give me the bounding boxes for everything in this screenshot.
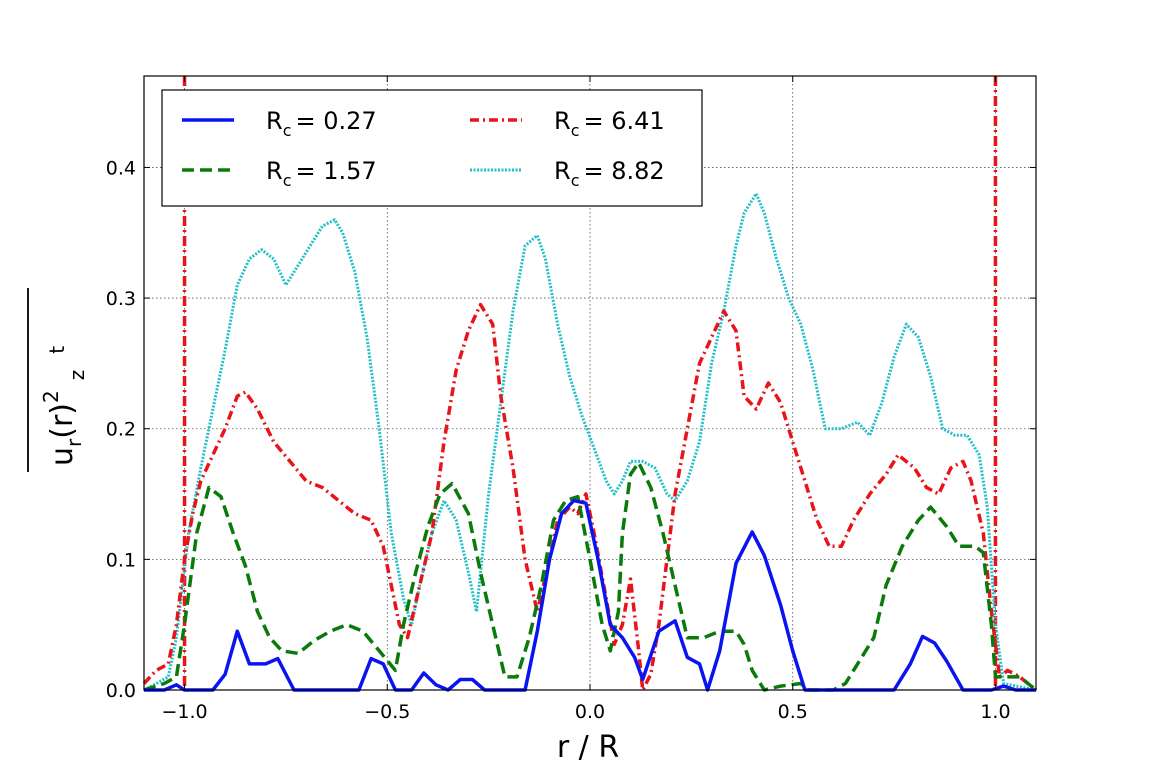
legend-label-base: R [266,157,283,185]
y-label-base: u [45,447,80,466]
x-tick-label: 0.5 [778,701,808,723]
legend-label-base: R [554,157,571,185]
legend-label-sub: c [283,171,292,190]
y-tick-label: 0.3 [106,288,136,310]
legend-label-base: R [554,107,571,135]
x-tick-label: −0.5 [364,701,410,723]
y-label-sub: r [62,438,86,447]
y-label-t: t [45,346,69,354]
legend-label-base: R [266,107,283,135]
legend-label-value: = 1.57 [295,157,376,185]
y-label-mid: (r) [45,403,80,439]
y-tick-label: 0.4 [106,157,136,179]
legend-box [161,89,703,207]
series-line-3 [143,192,1037,692]
y-label-sup: 2 [39,390,63,403]
legend-label-1: Rc = 1.57 [266,157,377,190]
legend-label-2: Rc = 6.41 [554,107,665,140]
series-line-2 [142,302,1038,692]
legend-label-sub: c [571,171,580,190]
x-axis-label: r / R [557,730,619,765]
axis-ticks: −1.0 −0.5 0.0 0.5 1.0 0.0 0.1 0.2 0.3 0.4 [106,76,1036,723]
legend-label-value: = 0.27 [295,107,376,135]
legend-label-value: = 8.82 [583,157,664,185]
legend-label-3: Rc = 8.82 [554,157,665,190]
y-label-z: z [65,370,89,381]
x-tick-label: 0.0 [575,701,605,723]
legend-label-sub: c [283,121,292,140]
x-tick-label: 1.0 [980,701,1010,723]
legend-label-0: Rc = 0.27 [266,107,377,140]
y-tick-label: 0.2 [106,419,136,441]
x-tick-label: −1.0 [161,701,207,723]
y-tick-label: 0.1 [106,549,136,571]
legend-label-sub: c [571,121,580,140]
y-axis-label: ur(r)2z t [27,288,89,472]
series-line-1 [143,460,1038,692]
legend-label-value: = 6.41 [583,107,664,135]
y-tick-label: 0.0 [106,680,136,702]
svg-text:ur(r)2zt: ur(r)2z t [39,346,89,466]
